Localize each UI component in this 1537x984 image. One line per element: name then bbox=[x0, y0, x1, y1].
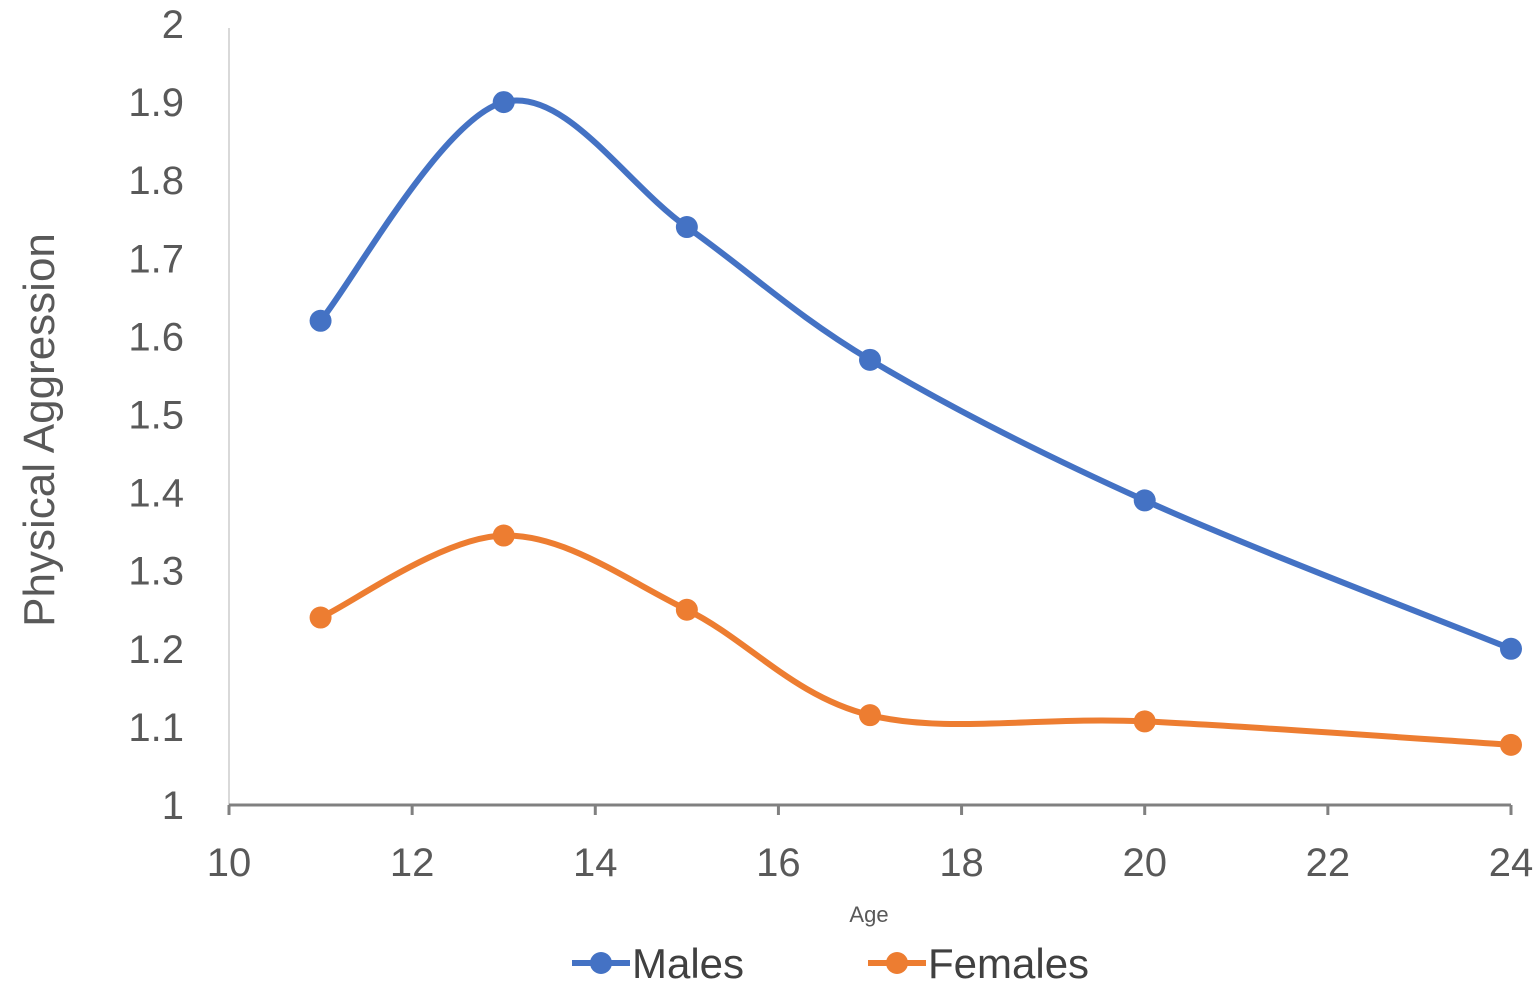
axes bbox=[227, 28, 1513, 815]
data-point bbox=[309, 606, 332, 629]
x-tick-label: 16 bbox=[756, 841, 801, 885]
x-axis-title: Age bbox=[849, 902, 888, 927]
data-point bbox=[675, 216, 698, 239]
legend-item-females: Females bbox=[868, 940, 1089, 984]
y-tick-label: 1.1 bbox=[128, 706, 184, 750]
data-point bbox=[675, 598, 698, 621]
data-point bbox=[1500, 637, 1522, 660]
tick-labels: 10 12 14 16 18 20 22 24 1 1.1 1.2 1.3 1.4 1.5 1.6 1.7 1.… bbox=[128, 3, 1533, 885]
y-tick-label: 1.8 bbox=[128, 159, 184, 203]
y-tick-label: 2 bbox=[162, 3, 184, 47]
y-axis-title: Physical Aggression bbox=[15, 233, 64, 627]
legend-marker bbox=[590, 952, 612, 974]
y-tick-label: 1.3 bbox=[128, 550, 184, 594]
y-tick-label: 1.2 bbox=[128, 628, 184, 672]
x-tick-label: 18 bbox=[939, 841, 984, 885]
x-tick-label: 14 bbox=[573, 841, 618, 885]
series-line bbox=[317, 532, 1514, 748]
legend-marker bbox=[886, 952, 908, 974]
x-tick-label: 22 bbox=[1306, 841, 1351, 885]
legend-label: Males bbox=[632, 940, 744, 984]
x-tick-label: 10 bbox=[207, 841, 252, 885]
y-tick-label: 1.5 bbox=[128, 394, 184, 438]
legend: Males Females bbox=[572, 940, 1089, 984]
x-tick-label: 12 bbox=[390, 841, 435, 885]
y-tick-label: 1 bbox=[162, 784, 184, 828]
data-point bbox=[859, 704, 881, 727]
data-point bbox=[492, 91, 515, 114]
x-tick-label: 24 bbox=[1489, 841, 1534, 885]
series-line bbox=[317, 97, 1514, 652]
series-layer bbox=[309, 91, 1522, 756]
legend-item-males: Males bbox=[572, 940, 744, 984]
x-tick-label: 20 bbox=[1122, 841, 1167, 885]
data-point bbox=[1500, 733, 1522, 756]
y-tick-label: 1.4 bbox=[128, 472, 184, 516]
data-point bbox=[309, 309, 332, 332]
data-point bbox=[492, 524, 515, 547]
y-tick-label: 1.6 bbox=[128, 315, 184, 359]
data-point bbox=[1133, 710, 1156, 733]
y-tick-label: 1.7 bbox=[128, 237, 184, 281]
data-point bbox=[1133, 489, 1156, 512]
data-point bbox=[859, 348, 881, 371]
series-males bbox=[309, 91, 1522, 660]
series-females bbox=[309, 524, 1522, 756]
y-tick-label: 1.9 bbox=[128, 81, 184, 125]
legend-label: Females bbox=[928, 940, 1089, 984]
